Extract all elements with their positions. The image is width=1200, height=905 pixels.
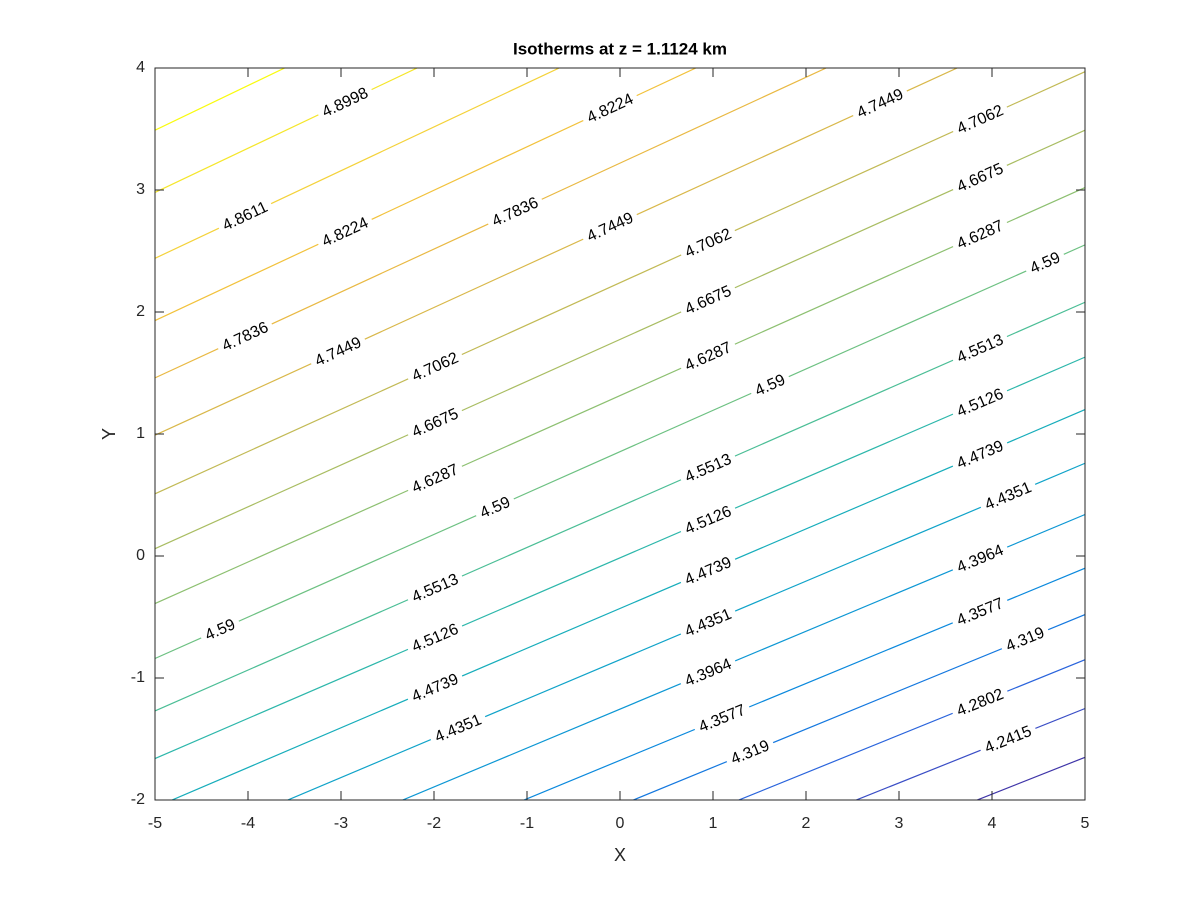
label-gap — [404, 668, 466, 707]
y-tick-label: 3 — [136, 181, 145, 198]
contour-line — [631, 614, 1085, 800]
x-tick-label: 2 — [802, 815, 811, 832]
contour-line — [155, 68, 561, 259]
contour-line — [155, 301, 1085, 712]
contour-line — [155, 244, 1085, 660]
label-gap — [949, 592, 1011, 631]
y-tick-label: 0 — [136, 547, 145, 564]
label-gap — [977, 720, 1039, 758]
label-gap — [677, 500, 739, 539]
label-gap — [677, 280, 739, 320]
label-gap — [949, 383, 1011, 422]
label-gap — [677, 336, 739, 376]
axes: -5 -4 -3 -2 -1 0 1 2 3 4 5 -2 -1 0 1 2 3 4 — [131, 59, 1090, 832]
contour-line — [170, 409, 1085, 800]
label-gap — [404, 458, 466, 498]
label-gap — [723, 735, 777, 770]
label-gap — [949, 158, 1011, 197]
contour-line — [854, 707, 1085, 800]
x-tick-label: -5 — [148, 815, 162, 832]
label-gap — [404, 403, 466, 443]
x-tick-label: -2 — [427, 815, 441, 832]
label-gap — [949, 539, 1011, 578]
label-gap — [579, 88, 641, 128]
label-gap — [314, 82, 376, 123]
x-tick-label: 5 — [1081, 815, 1090, 832]
label-gap — [404, 618, 466, 657]
y-tick-label: 1 — [136, 425, 145, 442]
label-gap — [949, 683, 1011, 721]
label-gap — [677, 448, 739, 488]
label-gap — [677, 223, 739, 263]
y-tick-label: -2 — [131, 791, 145, 808]
contour-line — [737, 659, 1085, 800]
x-tick-label: -1 — [520, 815, 534, 832]
x-tick-label: -3 — [334, 815, 348, 832]
label-gap — [472, 491, 518, 523]
contour-line — [155, 187, 1085, 605]
x-tick-label: 3 — [895, 815, 904, 832]
label-gap — [197, 613, 243, 646]
label-gap — [677, 653, 739, 692]
x-axis-label: X — [614, 845, 626, 865]
contour-line — [155, 129, 1085, 550]
label-gap — [747, 369, 793, 401]
label-gap — [427, 709, 489, 747]
y-axis-label: Y — [99, 428, 119, 440]
y-tick-label: -1 — [131, 669, 145, 686]
label-gap — [998, 622, 1052, 657]
y-tick-label: 2 — [136, 303, 145, 320]
label-gap — [977, 476, 1039, 515]
x-tick-label: 0 — [616, 815, 625, 832]
label-gap — [849, 83, 911, 123]
label-gap — [677, 551, 739, 590]
contour-line — [155, 68, 828, 379]
contour-line — [401, 513, 1085, 800]
label-gap — [949, 435, 1011, 474]
y-tick-label: 4 — [136, 59, 145, 76]
contour-line — [522, 567, 1085, 800]
label-gap — [214, 316, 276, 356]
label-gap — [404, 347, 466, 387]
contour-line — [155, 71, 1085, 495]
contour-line — [155, 356, 1085, 760]
contour-line — [155, 68, 419, 193]
label-gap — [677, 603, 739, 642]
label-gap — [484, 192, 546, 232]
plot-area — [155, 68, 1085, 800]
label-gap — [1022, 247, 1068, 279]
label-gap — [404, 568, 466, 608]
label-gap — [949, 329, 1011, 368]
x-tick-label: 1 — [709, 815, 718, 832]
label-gap — [314, 212, 376, 252]
contour-line — [286, 462, 1085, 800]
label-gap — [949, 215, 1011, 254]
label-gap — [949, 99, 1011, 139]
label-gap — [691, 699, 753, 737]
x-tick-label: 4 — [988, 815, 997, 832]
x-tick-label: -4 — [241, 815, 255, 832]
chart-title: Isotherms at z = 1.1124 km — [513, 39, 727, 58]
label-gap — [307, 331, 369, 371]
label-gap — [215, 196, 275, 236]
label-gap — [579, 207, 641, 247]
